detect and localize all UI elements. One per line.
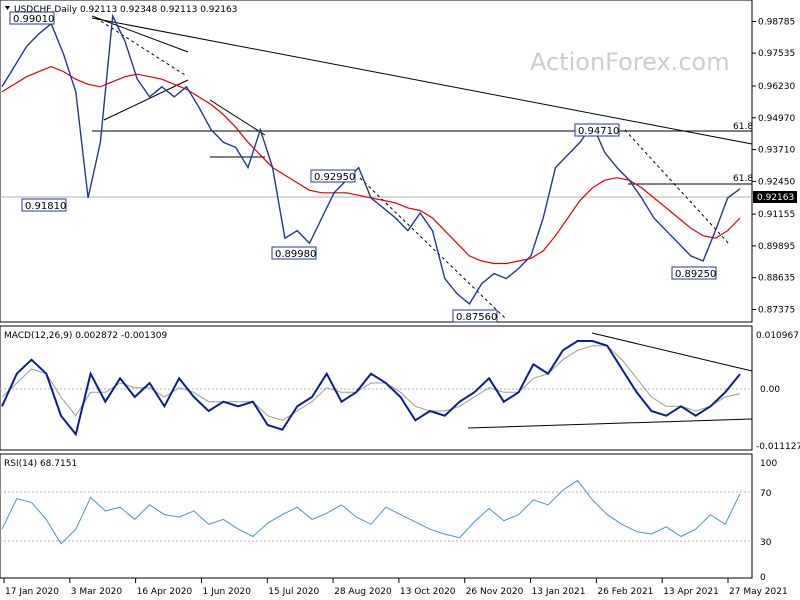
macd-signal-line	[1, 345, 741, 421]
annotation-92950: 0.92950	[310, 169, 356, 183]
rsi-header: RSI(14) 68.7151	[4, 459, 77, 469]
fib-label-1: 61.8	[733, 122, 753, 132]
price-y-tick: 0.89895	[758, 242, 795, 252]
macd-panel-frame	[0, 325, 753, 451]
annotation-91810: 0.91810	[21, 198, 67, 212]
macd-header: MACD(12,26,9) 0.002872 -0.001309	[4, 331, 167, 341]
dashed-trendline-1	[359, 177, 506, 319]
price-y-tick: 0.94970	[758, 114, 795, 124]
macd-tick-bottom: -0.011127	[756, 442, 800, 452]
rsi-tick-0: 0	[760, 573, 766, 583]
moving-average-line	[1, 65, 741, 265]
svg-text:0.92950: 0.92950	[314, 172, 355, 183]
x-tick-label: 16 Apr 2020	[137, 587, 193, 597]
price-y-tick: 0.88635	[758, 274, 795, 284]
annotation-89250: 0.89250	[671, 266, 717, 280]
rsi-line	[1, 479, 741, 545]
rsi-panel-frame	[0, 453, 753, 579]
channel-bottom-line	[103, 79, 189, 121]
annotation-89980: 0.89980	[271, 246, 317, 260]
x-tick-label: 13 Oct 2020	[400, 587, 456, 597]
fib-label-2: 61.8	[733, 174, 753, 184]
price-panel-frame	[0, 0, 753, 323]
wedge-top-line	[209, 99, 266, 136]
dashed-trendline-2	[624, 129, 731, 246]
macd-tick-top: 0.010967	[756, 331, 799, 341]
price-y-tick: 0.92450	[758, 177, 795, 187]
rsi-tick-70: 70	[760, 489, 772, 499]
svg-text:0.89980: 0.89980	[275, 249, 316, 260]
x-tick-label: 13 Jan 2021	[532, 587, 586, 597]
svg-text:0.99010: 0.99010	[13, 14, 54, 25]
price-y-tick: 0.97535	[758, 49, 795, 59]
svg-text:0.94710: 0.94710	[578, 126, 619, 137]
annotation-99010: 0.99010	[9, 11, 55, 25]
channel-top-line	[91, 15, 189, 53]
macd-support-line	[467, 418, 753, 429]
x-tick-label: 26 Feb 2021	[597, 587, 653, 597]
annotation-94710: 0.94710	[574, 123, 620, 137]
macd-line	[1, 340, 741, 437]
macd-resistance-line	[591, 332, 753, 372]
price-y-tick: 0.96230	[758, 82, 795, 92]
symbol-header: USDCHF,Daily 0.92113 0.92348 0.92113 0.9…	[14, 5, 237, 15]
price-y-tick: 0.93710	[758, 146, 795, 156]
x-tick-label: 15 Jul 2020	[268, 587, 319, 597]
annotation-87560: 0.87560	[452, 309, 498, 323]
macd-tick-zero: 0.00	[760, 385, 780, 395]
price-series	[1, 13, 741, 305]
x-tick-label: 28 Aug 2020	[334, 587, 392, 597]
price-y-axis: 0.98785 0.97535 0.96230 0.94970 0.93710 0.924…	[752, 18, 795, 316]
price-line	[1, 13, 741, 305]
svg-text:0.91810: 0.91810	[25, 201, 66, 212]
watermark: ActionForex.com	[530, 48, 730, 76]
macd-series	[1, 340, 741, 437]
price-y-tick: 0.98785	[758, 18, 795, 28]
x-tick-label: 13 Apr 2021	[663, 587, 719, 597]
x-axis: 17 Jan 2020 3 Mar 2020 16 Apr 2020 1 Jun 20…	[3, 578, 788, 597]
rsi-series	[1, 479, 741, 545]
svg-text:0.92163: 0.92163	[757, 193, 794, 203]
rsi-tick-100: 100	[760, 459, 777, 469]
dropdown-icon[interactable]	[5, 6, 10, 10]
current-price-marker: 0.92163	[753, 191, 797, 203]
rsi-tick-30: 30	[760, 538, 772, 548]
long-downtrend-line	[91, 17, 753, 145]
svg-text:0.89250: 0.89250	[675, 269, 716, 280]
x-tick-label: 27 May 2021	[729, 587, 788, 597]
x-tick-label: 1 Jun 2020	[203, 587, 252, 597]
x-tick-label: 3 Mar 2020	[71, 587, 123, 597]
price-y-tick: 0.87375	[758, 306, 795, 316]
x-tick-label: 26 Nov 2020	[466, 587, 524, 597]
price-y-tick: 0.91155	[758, 210, 795, 220]
x-tick-label: 17 Jan 2020	[5, 587, 59, 597]
svg-text:0.87560: 0.87560	[456, 312, 497, 323]
